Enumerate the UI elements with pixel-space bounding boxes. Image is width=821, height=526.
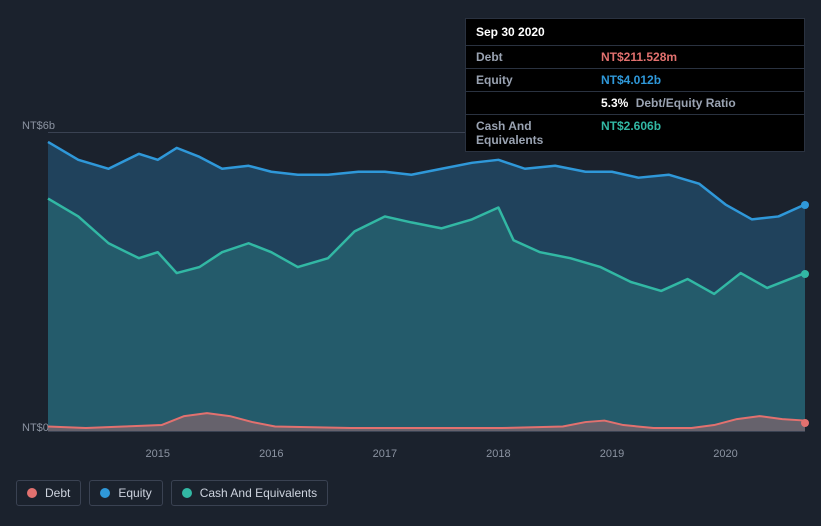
y-axis-tick-max: NT$6b xyxy=(22,120,55,132)
legend-item-equity[interactable]: Equity xyxy=(89,480,162,506)
tooltip-label: Equity xyxy=(476,73,601,87)
tooltip-value: NT$4.012b xyxy=(601,73,661,87)
tooltip-row-debt: Debt NT$211.528m xyxy=(466,46,804,69)
x-axis-tick: 2018 xyxy=(486,448,510,460)
tooltip-panel: Sep 30 2020 Debt NT$211.528m Equity NT$4… xyxy=(465,18,805,152)
end-marker-equity xyxy=(801,201,809,209)
legend-item-cash-and-equivalents[interactable]: Cash And Equivalents xyxy=(171,480,328,506)
plot-area[interactable] xyxy=(48,132,805,432)
end-marker-debt xyxy=(801,419,809,427)
x-axis-tick: 2019 xyxy=(600,448,624,460)
tooltip-date: Sep 30 2020 xyxy=(466,19,804,46)
chart-svg xyxy=(48,133,805,431)
tooltip-label xyxy=(476,96,601,110)
x-axis-tick: 2017 xyxy=(373,448,397,460)
legend-label: Cash And Equivalents xyxy=(200,486,317,500)
tooltip-row-cash: Cash And Equivalents NT$2.606b xyxy=(466,115,804,151)
tooltip-row-equity: Equity NT$4.012b xyxy=(466,69,804,92)
tooltip-row-ratio: 5.3% Debt/Equity Ratio xyxy=(466,92,804,115)
legend-swatch xyxy=(100,488,110,498)
tooltip-suffix: Debt/Equity Ratio xyxy=(636,96,736,110)
x-axis-tick: 2016 xyxy=(259,448,283,460)
legend-item-debt[interactable]: Debt xyxy=(16,480,81,506)
legend-label: Debt xyxy=(45,486,70,500)
legend-swatch xyxy=(182,488,192,498)
end-marker-cash-and-equivalents xyxy=(801,270,809,278)
legend-label: Equity xyxy=(118,486,151,500)
legend-swatch xyxy=(27,488,37,498)
tooltip-label: Debt xyxy=(476,50,601,64)
tooltip-value: NT$211.528m xyxy=(601,50,677,64)
x-axis-tick: 2020 xyxy=(713,448,737,460)
y-axis-tick-min: NT$0 xyxy=(22,422,49,434)
chart: NT$6b NT$0 201520162017201820192020 xyxy=(16,120,805,440)
tooltip-value: 5.3% xyxy=(601,96,628,110)
tooltip-value: NT$2.606b xyxy=(601,119,661,147)
legend: Debt Equity Cash And Equivalents xyxy=(16,480,328,506)
x-axis-tick: 2015 xyxy=(146,448,170,460)
tooltip-label: Cash And Equivalents xyxy=(476,119,601,147)
